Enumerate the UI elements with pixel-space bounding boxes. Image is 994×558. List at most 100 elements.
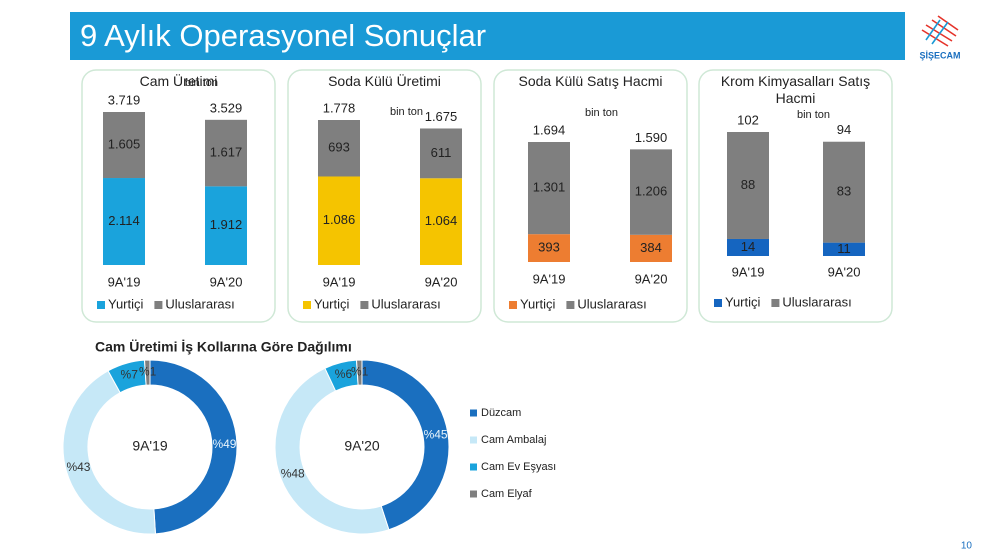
bar-segment (318, 120, 360, 177)
value-label: 88 (741, 177, 755, 192)
value-label: 1.206 (635, 184, 668, 199)
legend-swatch (714, 299, 722, 307)
legend-swatch (566, 301, 575, 309)
value-label: 11 (837, 241, 851, 256)
bar-segment (528, 234, 570, 262)
panel-title: Soda Külü Satış Hacmi (518, 73, 663, 89)
donut-segment (149, 359, 238, 535)
value-label: 2.114 (108, 213, 140, 228)
total-label: 102 (737, 112, 759, 127)
slide-title: 9 Aylık Operasyonel Sonuçlar (80, 18, 486, 53)
logo-text: ŞİŞECAM (919, 50, 960, 60)
donut-segment (356, 359, 363, 386)
legend-swatch (303, 301, 311, 309)
legend-swatch (97, 301, 105, 309)
value-label: 1.086 (323, 212, 356, 227)
panel (698, 69, 893, 323)
value-label: 611 (431, 145, 452, 160)
bar-segment (420, 128, 462, 179)
unit-label: bin ton (797, 109, 830, 121)
bar-segment (103, 112, 145, 179)
total-label: 1.590 (635, 130, 668, 145)
logo-icon (921, 15, 959, 47)
section-title: Cam Üretimi İş Kollarına Göre Dağılımı (95, 339, 352, 355)
legend-label: Uluslararası (371, 296, 440, 311)
bar-segment (630, 234, 672, 262)
value-label: %49 (212, 437, 236, 451)
value-label: %45 (424, 428, 448, 442)
center-label: 9A'19 (132, 438, 168, 454)
total-label: 94 (837, 122, 851, 137)
value-label: %43 (66, 460, 90, 474)
total-label: 3.529 (210, 100, 243, 115)
bar-segment (103, 178, 145, 265)
legend-swatch (470, 436, 477, 444)
x-tick-label: 9A'19 (533, 271, 566, 286)
value-label: %6 (335, 367, 353, 381)
x-tick-label: 9A'20 (828, 264, 861, 279)
bar-segment (727, 238, 769, 256)
x-tick-label: 9A'20 (210, 274, 243, 289)
header-bar (70, 12, 905, 60)
value-label: 384 (640, 240, 662, 255)
x-tick-label: 9A'20 (635, 271, 668, 286)
bar-segment (823, 141, 865, 243)
bar-segment (823, 242, 865, 256)
donut-segment (274, 367, 390, 535)
unit-label: bin ton (585, 107, 618, 119)
bar-segment (420, 178, 462, 265)
value-label: %48 (281, 467, 305, 481)
donut-segment (361, 359, 450, 531)
donut-segment (144, 359, 151, 386)
legend-swatch (771, 299, 780, 307)
value-label: %1 (139, 365, 157, 379)
panel-title: Soda Külü Üretimi (328, 73, 441, 89)
panel (81, 69, 276, 323)
legend-swatch (154, 301, 163, 309)
total-label: 1.694 (533, 122, 566, 137)
value-label: 1.617 (210, 145, 243, 160)
legend-label: Uluslararası (782, 294, 851, 309)
unit-label: bin ton (390, 106, 423, 118)
legend-label: Yurtiçi (108, 296, 144, 311)
x-tick-label: 9A'19 (323, 274, 356, 289)
bar-segment (318, 176, 360, 265)
legend-swatch (470, 409, 477, 417)
page-number: 10 (961, 541, 973, 552)
value-label: 1.064 (425, 213, 458, 228)
total-label: 1.778 (323, 100, 356, 115)
value-label: 1.301 (533, 180, 566, 195)
value-label: 393 (538, 240, 560, 255)
x-tick-label: 9A'20 (425, 274, 458, 289)
bar-segment (630, 149, 672, 235)
legend-label: Uluslararası (577, 296, 646, 311)
value-label: %7 (121, 368, 139, 382)
center-label: 9A'20 (344, 438, 380, 454)
legend-swatch (470, 463, 477, 471)
value-label: 693 (328, 140, 350, 155)
legend-swatch (360, 301, 369, 309)
legend-label: Yurtiçi (520, 296, 556, 311)
legend-label: Cam Ambalaj (481, 434, 546, 446)
legend-label: Uluslararası (165, 296, 234, 311)
panel-title: Cam Üretimi (139, 73, 218, 89)
value-label: 1.912 (210, 217, 243, 232)
value-label: 1.605 (108, 136, 141, 151)
panel-title: Krom Kimyasalları Satış Hacmi (720, 73, 871, 106)
legend-swatch (470, 490, 477, 498)
unit-label: bin ton (185, 77, 218, 89)
value-label: 83 (837, 184, 851, 199)
panel (493, 69, 688, 323)
legend-label: Yurtiçi (314, 296, 350, 311)
total-label: 3.719 (108, 92, 141, 107)
bar-segment (205, 119, 247, 187)
x-tick-label: 9A'19 (732, 264, 765, 279)
x-tick-label: 9A'19 (108, 274, 141, 289)
legend-label: Düzcam (481, 407, 521, 419)
legend-swatch (509, 301, 517, 309)
total-label: 1.675 (425, 109, 458, 124)
bar-segment (528, 142, 570, 235)
bar-segment (205, 186, 247, 265)
